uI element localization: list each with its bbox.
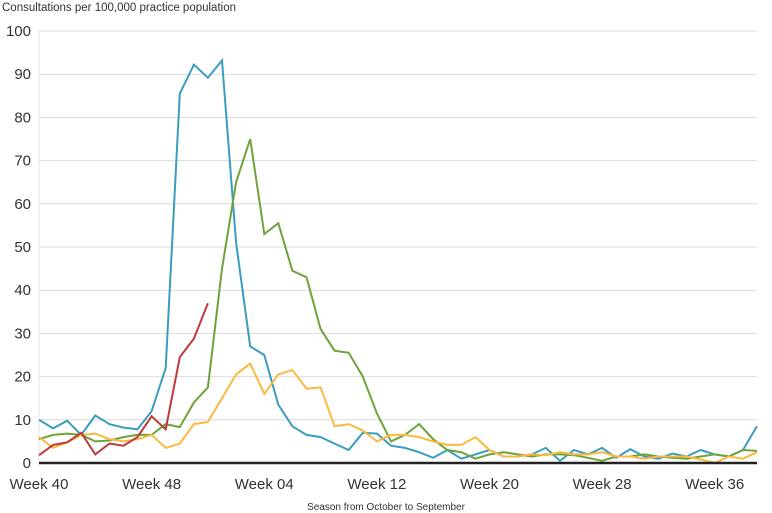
y-tick-label: 100	[6, 23, 31, 40]
y-tick-label: 70	[14, 153, 31, 170]
series-line-1	[38, 138, 758, 462]
y-tick-label: 90	[14, 66, 31, 83]
x-tick-label: Week 48	[122, 476, 181, 493]
y-tick-label: 80	[14, 109, 31, 126]
y-tick-labels: 0 10 20 30 40 50 60 70 80 90 100	[6, 23, 31, 472]
series-line-0	[38, 57, 758, 463]
y-tick-label: 20	[14, 369, 31, 386]
x-axis-label: Season from October to September	[307, 502, 465, 513]
y-tick-label: 50	[14, 239, 31, 256]
series-line-3	[38, 302, 209, 457]
x-tick-label: Week 36	[685, 476, 744, 493]
y-tick-label: 0	[23, 455, 31, 472]
y-axis-label: Consultations per 100,000 practice popul…	[2, 2, 236, 14]
y-tick-label: 60	[14, 196, 31, 213]
y-tick-label: 30	[14, 325, 31, 342]
x-tick-label: Week 40	[10, 476, 69, 493]
y-tick-label: 10	[14, 412, 31, 429]
x-tick-label: Week 04	[235, 476, 294, 493]
x-tick-labels: Week 40 Week 48 Week 04 Week 12 Week 20 Week …	[10, 476, 745, 493]
x-tick-label: Week 12	[347, 476, 406, 493]
y-tick-label: 40	[14, 282, 31, 299]
x-tick-label: Week 28	[573, 476, 632, 493]
x-tick-label: Week 20	[460, 476, 519, 493]
series-line-2	[38, 362, 758, 465]
series-lines	[38, 57, 758, 465]
grid-lines	[38, 30, 757, 463]
